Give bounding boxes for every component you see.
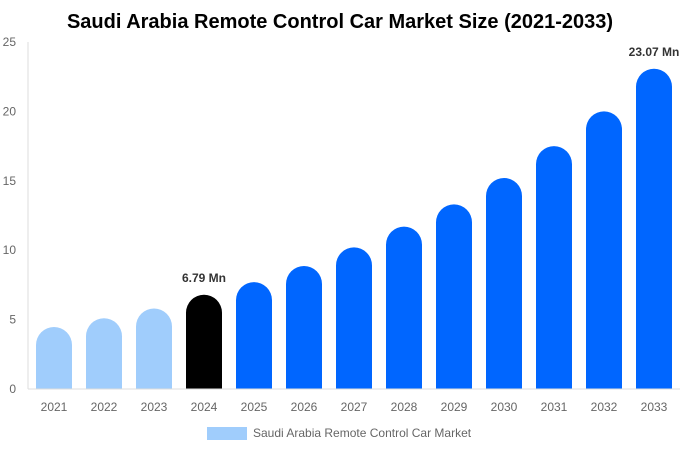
- legend: Saudi Arabia Remote Control Car Market: [207, 426, 472, 440]
- legend-swatch: [207, 427, 247, 440]
- bar-2028: [386, 226, 422, 389]
- x-tick-label: 2029: [441, 400, 468, 414]
- y-tick-label: 5: [9, 313, 16, 327]
- x-tick-label: 2025: [241, 400, 268, 414]
- bar-2029: [436, 204, 472, 389]
- chart-title: Saudi Arabia Remote Control Car Market S…: [67, 11, 613, 33]
- bar-2024: [186, 294, 222, 389]
- y-tick-label: 20: [3, 104, 17, 118]
- x-tick-label: 2021: [41, 400, 68, 414]
- bar-2025: [236, 282, 272, 389]
- x-tick-label: 2022: [91, 400, 118, 414]
- bar-2030: [486, 178, 522, 389]
- bar-2023: [136, 308, 172, 389]
- legend-label: Saudi Arabia Remote Control Car Market: [253, 426, 472, 440]
- y-tick-label: 15: [3, 174, 17, 188]
- x-tick-label: 2032: [591, 400, 618, 414]
- bar-2021: [36, 326, 72, 389]
- bar-2031: [536, 146, 572, 389]
- bar-2022: [86, 318, 122, 389]
- y-tick-label: 25: [3, 35, 17, 49]
- data-label: 23.07 Mn: [629, 45, 680, 59]
- x-tick-label: 2028: [391, 400, 418, 414]
- bar-2033: [636, 68, 672, 390]
- data-label: 6.79 Mn: [182, 271, 226, 285]
- bar-2026: [286, 266, 322, 389]
- x-tick-label: 2023: [141, 400, 168, 414]
- y-tick-label: 0: [9, 382, 16, 396]
- x-tick-label: 2033: [641, 400, 668, 414]
- y-tick-label: 10: [3, 243, 17, 257]
- bar-2032: [586, 111, 622, 389]
- x-tick-label: 2026: [291, 400, 318, 414]
- x-tick-label: 2030: [491, 400, 518, 414]
- x-tick-label: 2024: [191, 400, 218, 414]
- x-tick-label: 2027: [341, 400, 368, 414]
- x-tick-label: 2031: [541, 400, 568, 414]
- bar-2027: [336, 247, 372, 389]
